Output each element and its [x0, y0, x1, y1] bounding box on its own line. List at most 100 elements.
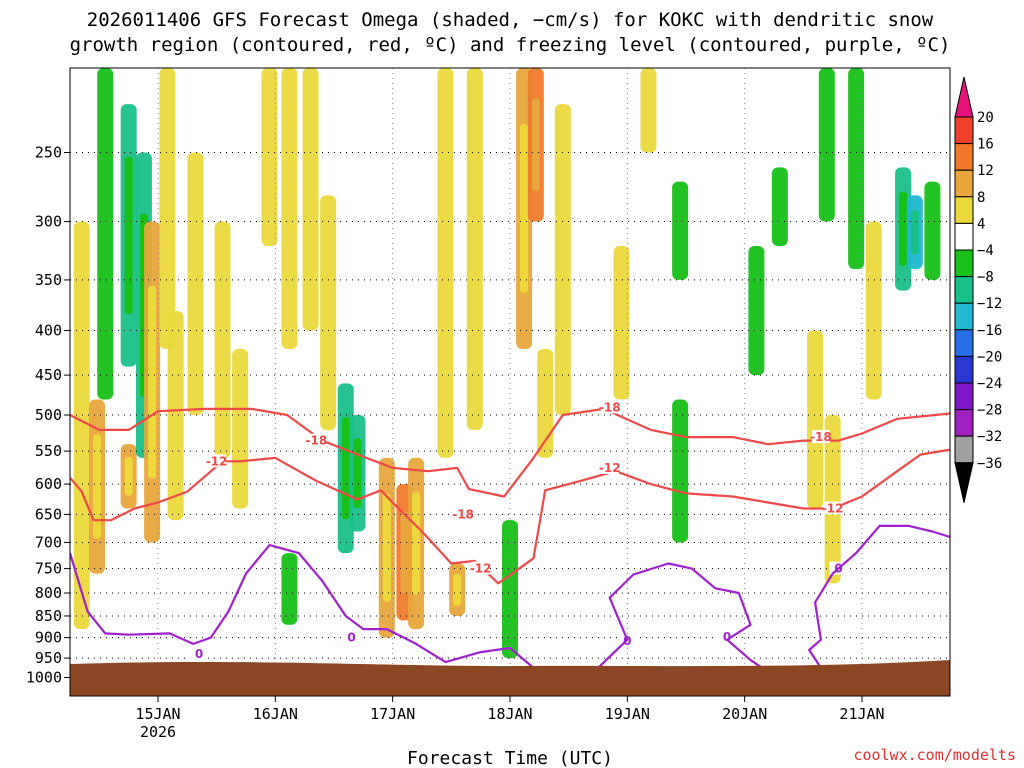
x-tick-label: 16JAN	[253, 705, 298, 723]
y-tick-label: 750	[35, 560, 62, 578]
omega-cell-core	[910, 210, 919, 255]
y-tick-label: 550	[35, 442, 62, 460]
omega-cell-core	[400, 511, 409, 594]
colorbar-label: 8	[977, 190, 985, 206]
contour-label: -12	[470, 562, 492, 576]
chart-title-line1: 2026011406 GFS Forecast Omega (shaded, −…	[87, 9, 934, 31]
omega-cell	[824, 415, 841, 584]
omega-cell-core	[453, 573, 462, 606]
omega-cell	[865, 221, 882, 400]
omega-cell-core	[341, 417, 350, 520]
colorbar-swatch	[954, 355, 974, 384]
omega-cell-core	[148, 285, 157, 479]
contour-label-bg	[307, 433, 326, 447]
colorbar-swatch	[954, 169, 974, 198]
contour-label-bg	[823, 501, 842, 515]
omega-cell	[167, 311, 184, 521]
omega-cell	[924, 181, 941, 280]
x-tick-label: 20JAN	[722, 705, 767, 723]
omega-cell	[771, 167, 788, 246]
contour-line	[70, 407, 950, 498]
omega-cell-core	[531, 98, 540, 191]
contour-label: -18	[810, 430, 832, 444]
y-axis: 250 300 350 400 450 500 550 600 650 700 750 800 850 9…	[26, 144, 70, 687]
omega-cell	[672, 399, 689, 543]
omega-cell-core	[899, 192, 908, 266]
omega-cell-core	[382, 493, 391, 602]
colorbar-top-arrow	[954, 76, 974, 118]
omega-cell-core	[92, 434, 101, 539]
colorbar-swatch	[954, 435, 974, 464]
omega-cell-core	[412, 492, 421, 595]
colorbar-swatch	[954, 409, 974, 437]
omega-cell	[848, 68, 865, 269]
y-tick-label: 700	[35, 533, 62, 551]
y-tick-label: 1000	[26, 669, 62, 687]
chart-title-line2: growth region (contoured, red, ºC) and f…	[70, 34, 951, 56]
omega-cell-core	[124, 156, 133, 315]
colorbar-label: 12	[977, 163, 994, 179]
omega-cell	[281, 553, 298, 625]
omega-cell	[748, 245, 765, 376]
contour-label: 0	[723, 630, 731, 644]
colorbar-swatch	[954, 116, 974, 145]
colorbar-label: −36	[977, 456, 1002, 472]
omega-cell	[807, 330, 824, 509]
omega-cell	[187, 152, 204, 416]
omega-cell	[73, 221, 90, 630]
y-tick-label: 800	[35, 584, 62, 602]
y-tick-label: 950	[35, 649, 62, 667]
contour-label-bg	[454, 507, 473, 521]
colorbar-label: −16	[977, 323, 1002, 339]
y-tick-label: 850	[35, 607, 62, 625]
omega-cell	[818, 68, 835, 222]
y-tick-label: 650	[35, 505, 62, 523]
omega-cell	[640, 68, 657, 153]
omega-cell	[613, 245, 630, 400]
omega-cell	[281, 68, 298, 349]
y-tick-label: 250	[35, 144, 62, 162]
colorbar-label: −28	[977, 403, 1002, 419]
contour-label-bg	[811, 430, 830, 444]
omega-cell-core	[124, 457, 133, 496]
contour-label: -18	[452, 507, 474, 521]
contour-label-bg	[718, 629, 737, 643]
colorbar-swatch	[954, 329, 974, 357]
colorbar-label: −12	[977, 296, 1002, 312]
contour-label-bg	[207, 454, 226, 468]
contour-label-bg	[471, 561, 490, 575]
omega-cell	[554, 104, 571, 416]
omega-cell	[232, 348, 249, 509]
omega-shading	[73, 68, 941, 659]
omega-cell	[261, 68, 278, 246]
source-link[interactable]: coolwx.com/modelts	[853, 746, 1016, 764]
omega-cell	[302, 68, 319, 331]
omega-cell	[97, 68, 114, 400]
contour-line	[70, 448, 950, 585]
contour-line	[808, 524, 950, 669]
y-tick-label: 500	[35, 406, 62, 424]
contour-label-bg	[190, 647, 209, 661]
colorbar-label: −24	[977, 376, 1002, 392]
colorbar-swatch	[954, 143, 974, 171]
x-tick-sublabel: 2026	[140, 723, 176, 741]
contour-line	[70, 544, 535, 669]
colorbar-swatch	[954, 382, 974, 411]
contour-label-bg	[600, 460, 619, 474]
contour-line	[597, 562, 763, 669]
contour-label: -12	[599, 461, 621, 475]
contour-label: -18	[599, 400, 621, 414]
colorbar-bottom-arrow	[954, 462, 974, 503]
x-tick-label: 15JAN	[135, 705, 180, 723]
colorbar-swatch	[954, 249, 974, 278]
omega-cell	[214, 221, 231, 458]
y-tick-label: 300	[35, 213, 62, 231]
y-tick-label: 350	[35, 271, 62, 289]
colorbar-label: 4	[977, 216, 985, 232]
omega-cell	[672, 181, 689, 280]
omega-cell	[502, 520, 518, 659]
